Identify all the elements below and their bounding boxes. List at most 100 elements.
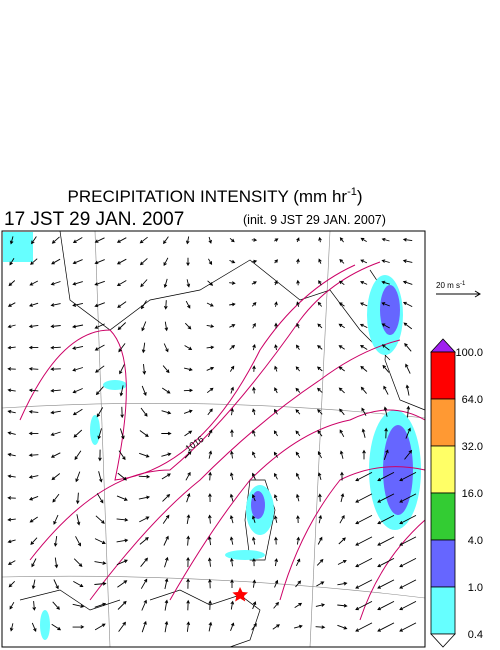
wind-arrow — [339, 408, 345, 416]
wind-arrow — [50, 303, 61, 307]
wind-arrow — [206, 366, 215, 371]
wind-arrow — [163, 236, 169, 245]
wind-arrow — [229, 237, 235, 243]
wind-arrow — [355, 514, 373, 525]
title-main: PRECIPITATION INTENSITY (mm hr — [67, 187, 347, 206]
wind-arrow — [72, 388, 83, 394]
wind-arrow — [161, 473, 171, 480]
wind-arrow — [94, 259, 105, 265]
wind-arrow — [359, 302, 368, 307]
wind-arrow — [295, 451, 301, 458]
wind-arrow — [355, 471, 373, 482]
wind-arrow — [73, 581, 84, 588]
wind-arrow — [229, 514, 234, 524]
wind-arrow — [73, 558, 83, 567]
wind-arrow — [337, 559, 347, 565]
colorbar-box — [430, 586, 456, 635]
wind-arrow — [117, 322, 127, 331]
wind-arrow — [405, 427, 411, 439]
wind-arrow — [340, 471, 344, 481]
wind-arrow — [96, 407, 104, 418]
wind-arrow — [402, 237, 413, 242]
wind-arrow — [7, 496, 16, 500]
wind-arrow — [230, 579, 234, 588]
wind-arrow — [9, 236, 14, 245]
wind-arrow — [338, 280, 345, 286]
wind-arrow — [355, 622, 373, 632]
wind-arrow — [229, 557, 234, 567]
wind-arrow — [161, 431, 172, 436]
wind-arrow — [295, 387, 301, 393]
wind-arrow — [274, 344, 278, 351]
wind-arrow — [251, 302, 257, 307]
wind-arrow — [296, 322, 300, 329]
wind-arrow — [296, 237, 300, 243]
wind-arrow — [355, 536, 373, 546]
wind-arrow — [339, 514, 345, 524]
wind-arrow — [7, 367, 16, 371]
wind-arrow — [381, 237, 390, 242]
wind-arrow — [251, 281, 257, 285]
wind-arrow — [75, 492, 80, 505]
wind-arrow — [75, 536, 81, 547]
colorbar-label: 100.0 — [455, 347, 483, 359]
wind-arrow — [140, 407, 148, 417]
wind-arrow — [186, 279, 191, 288]
wind-arrow — [229, 302, 236, 307]
wind-arrow — [230, 386, 234, 394]
wind-arrow — [51, 258, 61, 265]
wind-arrow — [316, 581, 325, 587]
wind-arrow — [315, 625, 326, 629]
wind-arrow — [162, 514, 170, 524]
location-marker — [232, 587, 248, 602]
wind-arrow — [206, 324, 215, 328]
wind-arrow — [402, 280, 413, 285]
wind-arrow — [9, 258, 15, 266]
wind-arrow — [274, 301, 278, 307]
wind-arrow — [207, 535, 212, 546]
wind-arrow — [52, 493, 60, 503]
wind-arrow — [72, 408, 83, 416]
wind-arrow — [295, 493, 300, 502]
colorbar-box — [430, 398, 456, 447]
wind-arrow — [184, 430, 193, 437]
wind-arrow — [32, 601, 37, 611]
wind-arrow — [163, 278, 168, 289]
wind-arrow — [7, 409, 16, 414]
ref-vector-head — [474, 290, 481, 298]
wind-arrow — [28, 367, 39, 371]
wind-arrow — [117, 600, 127, 610]
wind-arrow — [7, 539, 16, 544]
wind-arrow — [141, 599, 147, 611]
wind-arrow — [31, 236, 37, 245]
wind-arrow — [317, 430, 323, 437]
wind-arrow — [360, 365, 368, 372]
wind-arrow — [399, 557, 417, 568]
wind-arrow — [72, 603, 85, 608]
wind-arrow — [118, 343, 126, 353]
wind-arrow — [116, 518, 129, 522]
wind-arrow — [186, 492, 191, 503]
wind-arrow — [95, 365, 105, 373]
wind-arrow — [252, 386, 256, 394]
wind-arrow — [274, 322, 278, 329]
wind-arrow — [186, 578, 190, 589]
wind-arrow — [381, 344, 390, 351]
wind-arrow — [404, 342, 412, 352]
wind-arrow — [360, 280, 368, 285]
wind-arrow — [186, 621, 191, 632]
wind-arrow — [139, 536, 149, 545]
wind-arrow — [317, 409, 323, 415]
wind-arrow — [208, 258, 213, 265]
wind-arrow — [274, 280, 278, 286]
wind-arrow — [8, 280, 16, 287]
wind-arrow — [118, 450, 126, 461]
wind-arrow — [252, 322, 256, 329]
wind-arrow — [207, 514, 212, 524]
wind-arrow — [53, 536, 58, 547]
wind-arrow — [116, 559, 128, 566]
wind-arrow — [230, 407, 234, 416]
wind-arrow — [116, 258, 127, 265]
wind-arrow — [119, 428, 125, 440]
